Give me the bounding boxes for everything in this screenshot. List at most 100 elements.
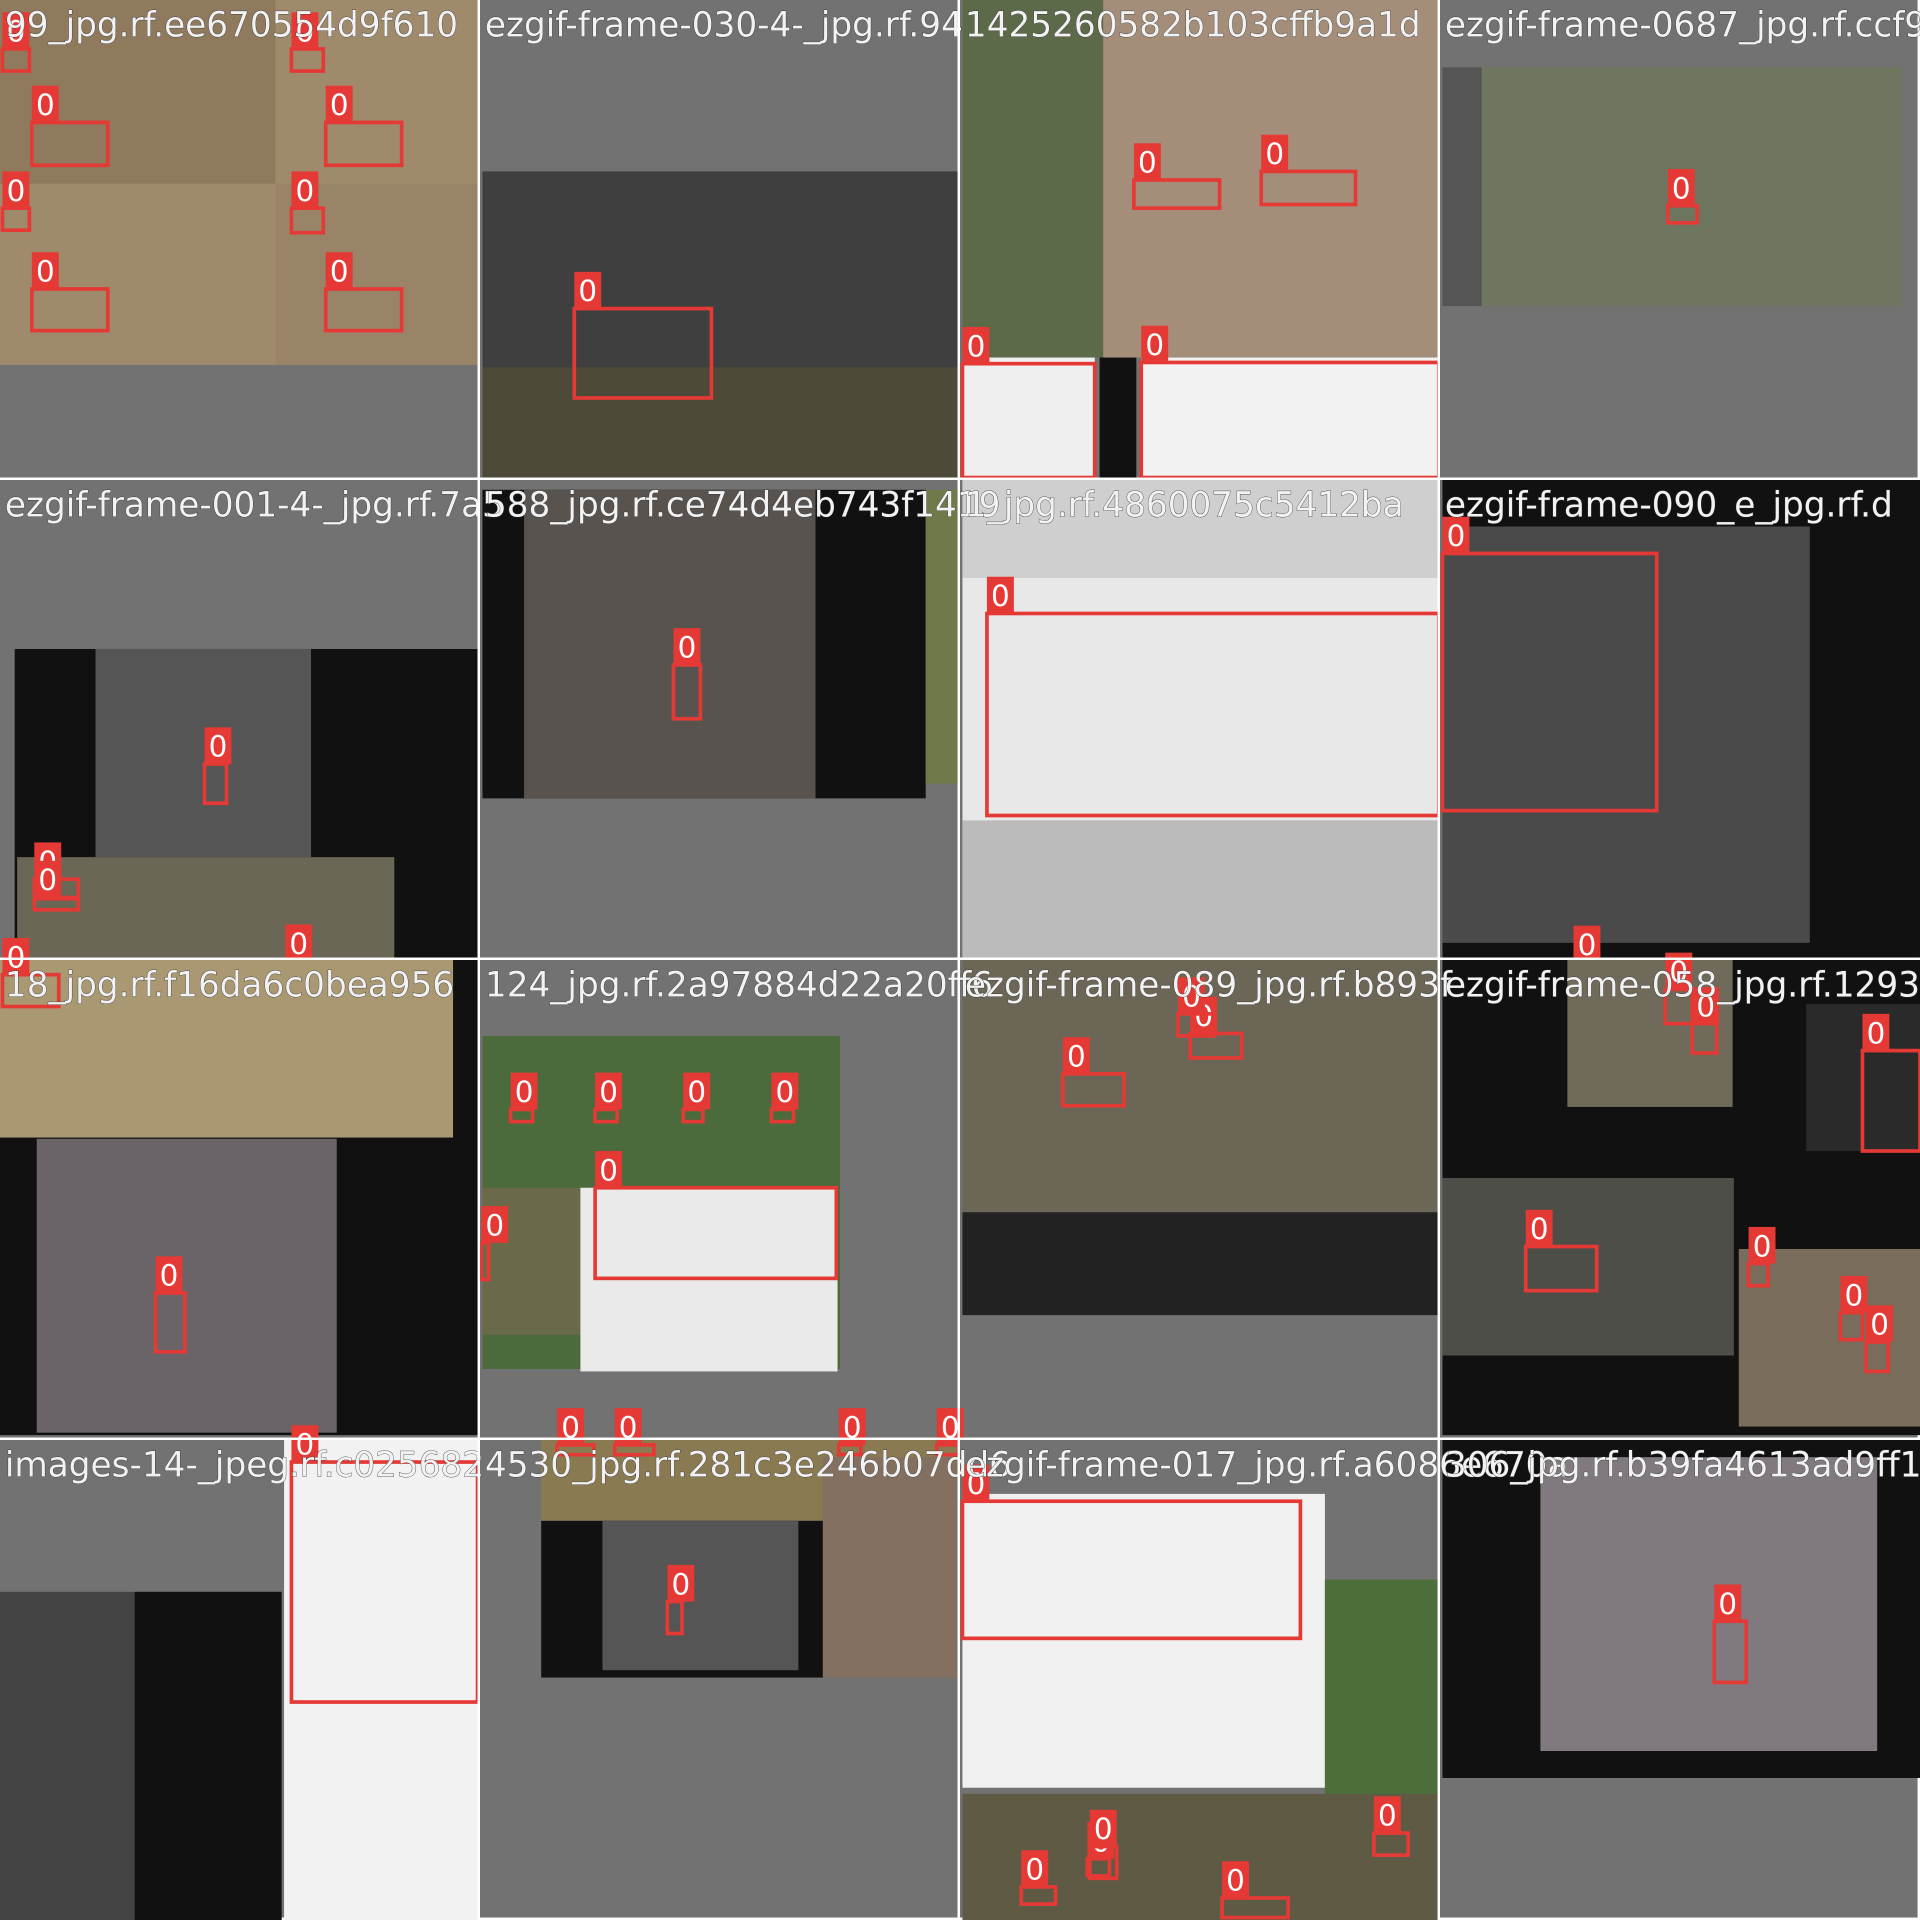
image-patch — [962, 1493, 1325, 1788]
class-label-bg — [155, 1256, 183, 1294]
bounding-box — [1220, 1896, 1290, 1920]
tile: 0 — [480, 0, 960, 478]
class-label: 0 — [1378, 1799, 1397, 1833]
image-patch — [602, 1520, 799, 1671]
image-patch — [962, 1212, 1439, 1316]
bounding-box — [30, 287, 110, 333]
class-label-bg — [1021, 1850, 1049, 1887]
class-label-bg — [2, 171, 30, 209]
class-label-bg — [1133, 143, 1161, 180]
class-label: 0 — [599, 1153, 618, 1187]
image-filename: 588_jpg.rf.ce74d4eb743f1419 — [485, 486, 1001, 526]
class-label-bg — [1667, 168, 1695, 206]
class-label-bg — [771, 1072, 799, 1110]
class-label: 0 — [1145, 328, 1164, 362]
class-label: 0 — [7, 174, 26, 208]
tile: 0 0 0 0 0 0 0 0 — [0, 0, 480, 478]
class-label: 0 — [619, 1411, 638, 1445]
image-patch — [925, 489, 960, 784]
class-label-bg — [291, 1425, 319, 1463]
class-label-bg — [325, 85, 353, 123]
class-label-bg — [1525, 1209, 1553, 1247]
class-label-bg — [1840, 1275, 1868, 1313]
class-label-bg — [1714, 1584, 1742, 1622]
class-label-bg — [31, 85, 59, 123]
tile: 0 0 0 0 0 — [480, 1408, 964, 1918]
class-label-bg — [291, 171, 319, 209]
bounding-box — [572, 306, 714, 400]
class-label: 0 — [1870, 1308, 1889, 1342]
tile: 0 0 0 0 0 0 — [479, 960, 958, 1438]
class-label: 0 — [209, 730, 228, 764]
class-label-bg — [204, 727, 232, 765]
tile: 00 — [0, 937, 480, 1438]
class-label-bg — [1573, 925, 1601, 963]
image-patch — [36, 1138, 337, 1433]
image-filename: 18_jpg.rf.f16da6c0bea956 — [5, 966, 454, 1006]
class-label: 0 — [485, 1209, 504, 1243]
image-filename: 4530_jpg.rf.281c3e246b07dd6 — [485, 1446, 1011, 1486]
class-label: 0 — [578, 274, 597, 308]
image-filename: 1_jpg.rf.4860075c5412ba — [965, 486, 1404, 526]
class-label-bg — [285, 924, 313, 962]
class-label: 0 — [330, 88, 349, 122]
class-label: 0 — [330, 255, 349, 289]
tile: 000 — [960, 960, 1439, 1438]
class-label: 0 — [7, 940, 26, 974]
image-patch — [17, 857, 395, 958]
class-label: 0 — [561, 1411, 580, 1445]
image-filename: ezgif-frame-058_jpg.rf.12937 — [1445, 966, 1920, 1006]
class-label: 0 — [1182, 980, 1201, 1014]
image-patch — [1099, 357, 1137, 478]
image-patch — [284, 1440, 480, 1920]
tile-divider — [0, 957, 1920, 960]
bounding-box — [1860, 1048, 1920, 1153]
image-filename: ezgif-frame-089_jpg.rf.b893f — [965, 966, 1453, 1006]
class-label-bg — [1373, 1796, 1401, 1834]
image-filename: images-14-_jpeg.rf.c025682 — [5, 1446, 484, 1486]
class-label: 0 — [1067, 1040, 1086, 1074]
class-label: 0 — [1672, 171, 1691, 205]
image-filename: ezgif-frame-001-4-_jpg.rf.7a5 — [5, 486, 504, 526]
image-filename: ezgif-frame-030-4-_jpg.rf.94 — [485, 6, 963, 46]
bounding-box — [1061, 1072, 1126, 1108]
class-label: 0 — [296, 15, 315, 49]
tile: 00 — [1440, 480, 1920, 972]
class-label-bg — [1261, 134, 1289, 172]
image-patch — [1567, 960, 1733, 1107]
image-patch — [1442, 1177, 1734, 1356]
class-label: 0 — [1226, 1864, 1245, 1898]
bounding-box — [323, 120, 404, 168]
class-label: 0 — [7, 15, 26, 49]
class-label-bg — [291, 12, 319, 49]
image-patch — [962, 480, 1439, 578]
class-label-bg — [673, 628, 701, 665]
image-filename: ezgif-frame-017_jpg.rf.a6086e670a — [965, 1446, 1569, 1486]
class-label: 0 — [967, 1467, 986, 1501]
image-patch — [1324, 1579, 1439, 1800]
class-label-bg — [1748, 1226, 1776, 1264]
class-label: 0 — [296, 1428, 315, 1462]
tile: 0 — [1440, 1440, 1920, 1918]
class-label: 0 — [1138, 146, 1157, 180]
class-label-bg — [683, 1072, 711, 1110]
class-label-bg — [1089, 1809, 1117, 1847]
image-patch — [1141, 357, 1439, 478]
tile: 0 — [0, 1425, 480, 1920]
bounding-box — [1523, 1244, 1599, 1293]
bounding-box — [960, 1499, 1303, 1641]
image-patch — [1540, 1457, 1878, 1752]
image-patch — [95, 648, 312, 858]
class-label: 0 — [1447, 519, 1466, 553]
class-label-bg — [1222, 1861, 1249, 1898]
class-label: 0 — [36, 88, 55, 122]
class-label-bg — [962, 326, 990, 364]
class-label-bg — [325, 252, 353, 289]
class-label-bg — [1062, 1037, 1090, 1074]
class-label: 0 — [1867, 1016, 1886, 1050]
image-patch — [822, 1457, 958, 1678]
class-label: 0 — [36, 255, 55, 289]
class-label: 0 — [289, 927, 308, 961]
